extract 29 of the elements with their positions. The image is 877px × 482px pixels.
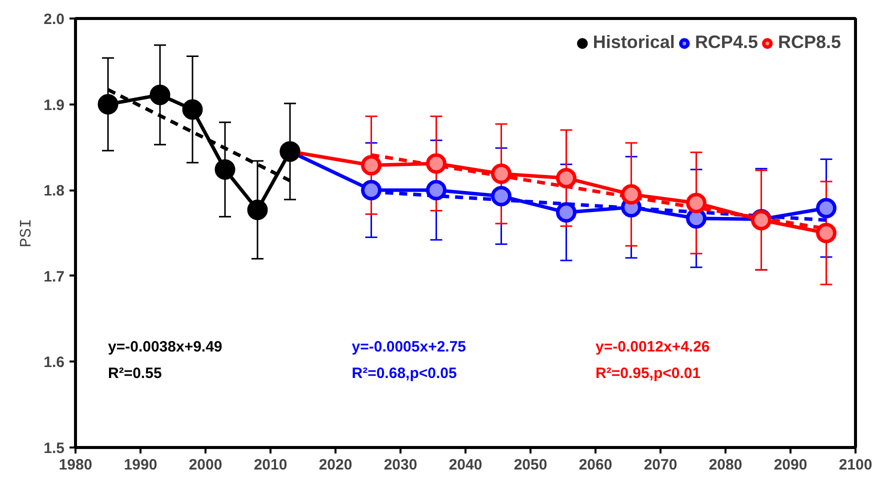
y-tick-label: 1.9 xyxy=(44,96,65,114)
x-tick-label: 2080 xyxy=(708,456,742,474)
x-tick-label: 2100 xyxy=(838,456,872,474)
annotation: y=-0.0012x+4.26 xyxy=(596,338,710,356)
y-tick-label: 1.6 xyxy=(44,354,65,372)
x-tick-label: 2000 xyxy=(188,456,222,474)
x-tick-label: 2040 xyxy=(448,456,482,474)
legend-label: Historical xyxy=(592,32,675,53)
legend-label: RCP8.5 xyxy=(778,32,841,53)
annotation: R²=0.95,p<0.01 xyxy=(596,365,701,382)
x-tick-label: 2070 xyxy=(644,456,678,474)
legend-label: RCP4.5 xyxy=(694,32,758,53)
y-tick-label: 1.8 xyxy=(44,182,65,200)
x-tick-label: 2020 xyxy=(318,456,352,474)
x-tick-label: 2050 xyxy=(514,456,548,474)
x-tick-label: 1990 xyxy=(124,456,158,474)
annotation: R²=0.68,p<0.05 xyxy=(352,365,457,382)
x-tick-label: 2030 xyxy=(384,456,418,474)
x-tick-label: 1980 xyxy=(58,456,92,474)
y-axis-title: PSI xyxy=(18,218,36,248)
annotation: y=-0.0005x+2.75 xyxy=(352,338,466,356)
y-tick-label: 1.5 xyxy=(44,440,65,457)
y-tick-label: 2.0 xyxy=(44,11,65,28)
annotation: R²=0.55 xyxy=(108,365,162,382)
x-tick-label: 2060 xyxy=(578,456,612,474)
x-tick-label: 2010 xyxy=(254,456,288,474)
y-tick-label: 1.7 xyxy=(44,268,65,286)
annotation: y=-0.0038x+9.49 xyxy=(108,338,222,356)
x-tick-label: 2090 xyxy=(774,456,808,474)
